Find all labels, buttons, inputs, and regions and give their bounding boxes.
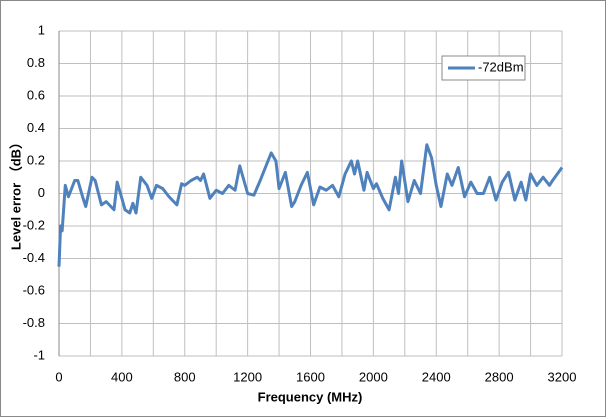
y-axis-label: Level error （dB） <box>8 136 23 250</box>
x-tick-label: 2400 <box>422 369 451 384</box>
y-tick-label: -1 <box>33 347 45 362</box>
x-tick-label: 0 <box>55 369 62 384</box>
y-tick-label: 0.6 <box>27 87 45 102</box>
x-tick-label: 1200 <box>233 369 262 384</box>
x-tick-label: 2000 <box>359 369 388 384</box>
x-tick-label: 1600 <box>296 369 325 384</box>
y-tick-label: -0.6 <box>23 282 45 297</box>
y-tick-label: 0.4 <box>27 120 45 135</box>
y-tick-label: 0.8 <box>27 55 45 70</box>
x-tick-label: 3200 <box>548 369 577 384</box>
y-tick-label: -0.8 <box>23 315 45 330</box>
y-tick-label: 0.2 <box>27 152 45 167</box>
y-tick-label: 1 <box>38 22 45 37</box>
x-tick-label: 800 <box>174 369 196 384</box>
x-axis-label: Frequency (MHz) <box>258 389 363 404</box>
x-tick-label: 400 <box>111 369 133 384</box>
x-tick-label: 2800 <box>485 369 514 384</box>
data-line <box>57 143 564 267</box>
legend-label: -72dBm <box>478 59 524 74</box>
y-tick-label: -0.4 <box>23 250 45 265</box>
y-tick-label: 0 <box>38 185 45 200</box>
y-tick-label: -0.2 <box>23 217 45 232</box>
